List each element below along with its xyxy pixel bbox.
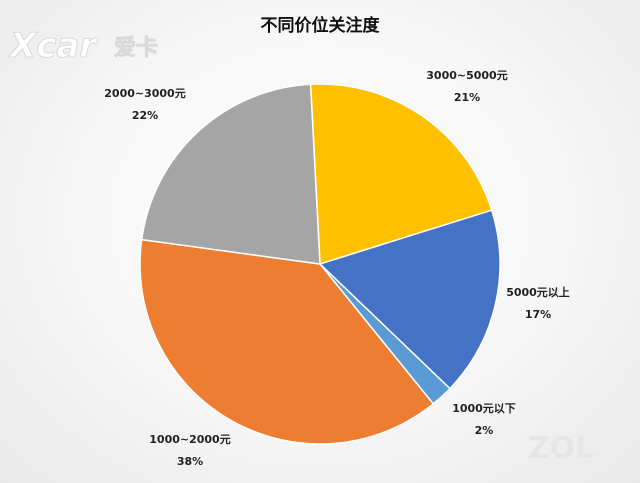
slice-label: 5000元以上 xyxy=(506,285,570,299)
slice-percent: 22% xyxy=(132,109,158,122)
pie-slice xyxy=(318,209,501,390)
pie-labels: 3000~5000元 21% 5000元以上 17% 1000元以下 2% 1000~200… xyxy=(104,69,570,468)
xcar-logo: Xcar 爱卡 xyxy=(8,26,159,67)
pie-slice xyxy=(140,83,321,265)
zol-watermark-sub: 中关村在线 xyxy=(532,464,592,476)
zol-watermark-brand: ZOL xyxy=(528,431,594,466)
slice-percent: 38% xyxy=(177,455,203,468)
xcar-logo-chinese: 爱卡 xyxy=(114,36,158,61)
pie-slice xyxy=(139,238,435,445)
slice-percent: 2% xyxy=(475,424,494,437)
zol-watermark: ZOL 中关村在线 xyxy=(528,431,594,476)
slice-label: 2000~3000元 xyxy=(104,87,185,100)
slice-label: 1000元以下 xyxy=(452,402,516,415)
chart-title: 不同价位关注度 xyxy=(261,15,381,36)
slice-percent: 17% xyxy=(525,308,551,321)
slice-label: 1000~2000元 xyxy=(149,433,230,446)
xcar-logo-brand: Xcar xyxy=(8,26,98,66)
pie-slice xyxy=(309,83,493,266)
slice-percent: 21% xyxy=(454,91,480,104)
pie-slices xyxy=(139,83,501,445)
slice-label: 3000~5000元 xyxy=(426,69,507,82)
